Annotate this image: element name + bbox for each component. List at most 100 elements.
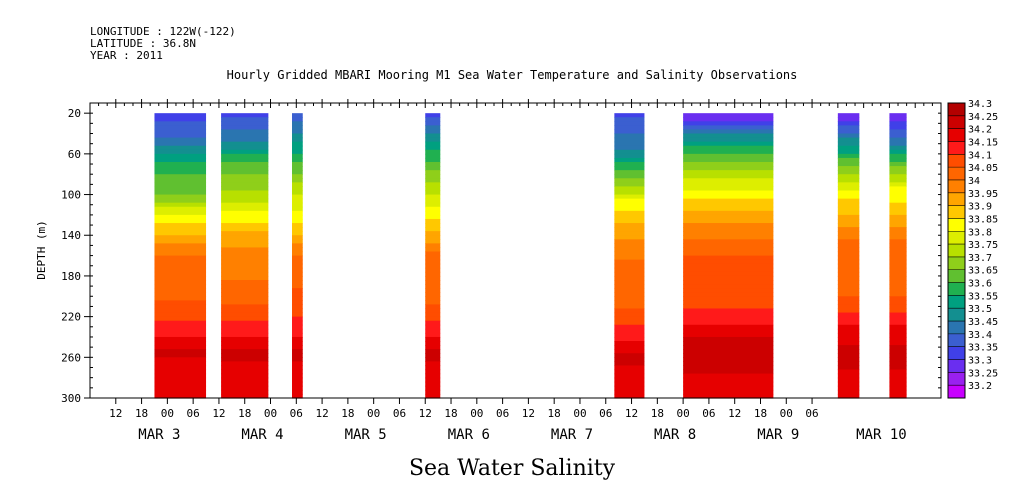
salinity-cell	[614, 263, 645, 269]
salinity-cell	[889, 133, 907, 139]
salinity-cell	[614, 178, 645, 183]
salinity-cell	[425, 231, 441, 236]
salinity-cell	[683, 170, 774, 175]
salinity-cell	[837, 190, 860, 196]
salinity-cell	[614, 194, 645, 200]
x-tick-label: 00	[367, 407, 380, 420]
salinity-cell	[221, 365, 269, 371]
salinity-cell	[837, 214, 860, 220]
salinity-cell	[154, 373, 207, 379]
salinity-cell	[889, 194, 907, 200]
salinity-cell	[221, 280, 269, 285]
salinity-cell	[292, 210, 303, 216]
salinity-cell	[683, 292, 774, 297]
salinity-cell	[683, 239, 774, 244]
salinity-cell	[683, 190, 774, 196]
colorbar-swatch	[948, 385, 965, 399]
x-tick-label: 18	[238, 407, 251, 420]
salinity-cell	[889, 125, 907, 131]
salinity-cell	[837, 133, 860, 139]
salinity-cell	[614, 174, 645, 179]
salinity-cell	[292, 300, 303, 306]
salinity-cell	[154, 174, 207, 179]
salinity-cell	[614, 117, 645, 122]
salinity-cell	[837, 292, 860, 297]
salinity-cell	[221, 324, 269, 330]
colorbar-label: 33.95	[968, 189, 998, 200]
salinity-cell	[425, 235, 441, 240]
salinity-cell	[614, 157, 645, 163]
salinity-cell	[292, 117, 303, 122]
salinity-cell	[889, 149, 907, 155]
salinity-cell	[154, 353, 207, 358]
salinity-cell	[683, 263, 774, 269]
salinity-cell	[221, 271, 269, 277]
salinity-cell	[837, 271, 860, 277]
colorbar-swatch	[948, 321, 965, 335]
salinity-cell	[889, 304, 907, 310]
salinity-cell	[292, 284, 303, 289]
salinity-cell	[292, 308, 303, 314]
salinity-cell	[425, 206, 441, 212]
y-tick-label: 260	[61, 351, 81, 364]
colorbar-label: 34.15	[968, 137, 998, 148]
salinity-cell	[889, 227, 907, 232]
salinity-cell	[221, 332, 269, 338]
salinity-cell	[292, 341, 303, 346]
salinity-cell	[221, 393, 269, 399]
salinity-cell	[425, 223, 441, 228]
salinity-cell	[683, 186, 774, 192]
salinity-cell	[154, 345, 207, 350]
colorbar-label: 33.2	[968, 381, 992, 392]
salinity-cell	[154, 312, 207, 318]
salinity-cell	[154, 162, 207, 167]
colorbar-swatch	[948, 103, 965, 117]
salinity-cell	[425, 182, 441, 188]
salinity-cell	[154, 267, 207, 273]
salinity-cell	[154, 182, 207, 188]
salinity-cell	[889, 214, 907, 220]
salinity-cell	[614, 251, 645, 257]
salinity-cell	[425, 353, 441, 358]
salinity-cell	[154, 121, 207, 126]
x-day-label: MAR 4	[241, 427, 283, 443]
salinity-cell	[221, 198, 269, 204]
colorbar-swatch	[948, 179, 965, 194]
salinity-cell	[425, 345, 441, 350]
salinity-cell	[221, 373, 269, 379]
salinity-cell	[425, 202, 441, 208]
x-tick-label: 18	[444, 407, 457, 420]
salinity-cell	[683, 369, 774, 375]
salinity-cell	[292, 280, 303, 285]
salinity-cell	[837, 332, 860, 338]
x-tick-label: 06	[599, 407, 612, 420]
salinity-cell	[683, 381, 774, 387]
salinity-cell	[889, 292, 907, 297]
salinity-cell	[837, 129, 860, 135]
salinity-cell	[683, 255, 774, 261]
salinity-cell	[221, 153, 269, 159]
salinity-cell	[221, 227, 269, 232]
salinity-cell	[683, 149, 774, 155]
salinity-cell	[154, 170, 207, 175]
salinity-cell	[292, 145, 303, 151]
salinity-cell	[292, 320, 303, 326]
salinity-cell	[837, 227, 860, 232]
salinity-cell	[889, 341, 907, 346]
salinity-cell	[683, 243, 774, 249]
salinity-cell	[154, 284, 207, 289]
x-tick-label: 06	[187, 407, 200, 420]
salinity-cell	[154, 349, 207, 354]
salinity-cell	[889, 316, 907, 322]
salinity-cell	[683, 202, 774, 208]
salinity-cell	[425, 174, 441, 179]
salinity-cell	[221, 349, 269, 354]
salinity-cell	[837, 369, 860, 375]
salinity-cell	[221, 353, 269, 358]
salinity-cell	[889, 121, 907, 126]
salinity-cell	[889, 235, 907, 240]
salinity-cell	[292, 385, 303, 391]
salinity-cell	[889, 202, 907, 208]
salinity-cell	[154, 280, 207, 285]
salinity-cell	[614, 320, 645, 326]
